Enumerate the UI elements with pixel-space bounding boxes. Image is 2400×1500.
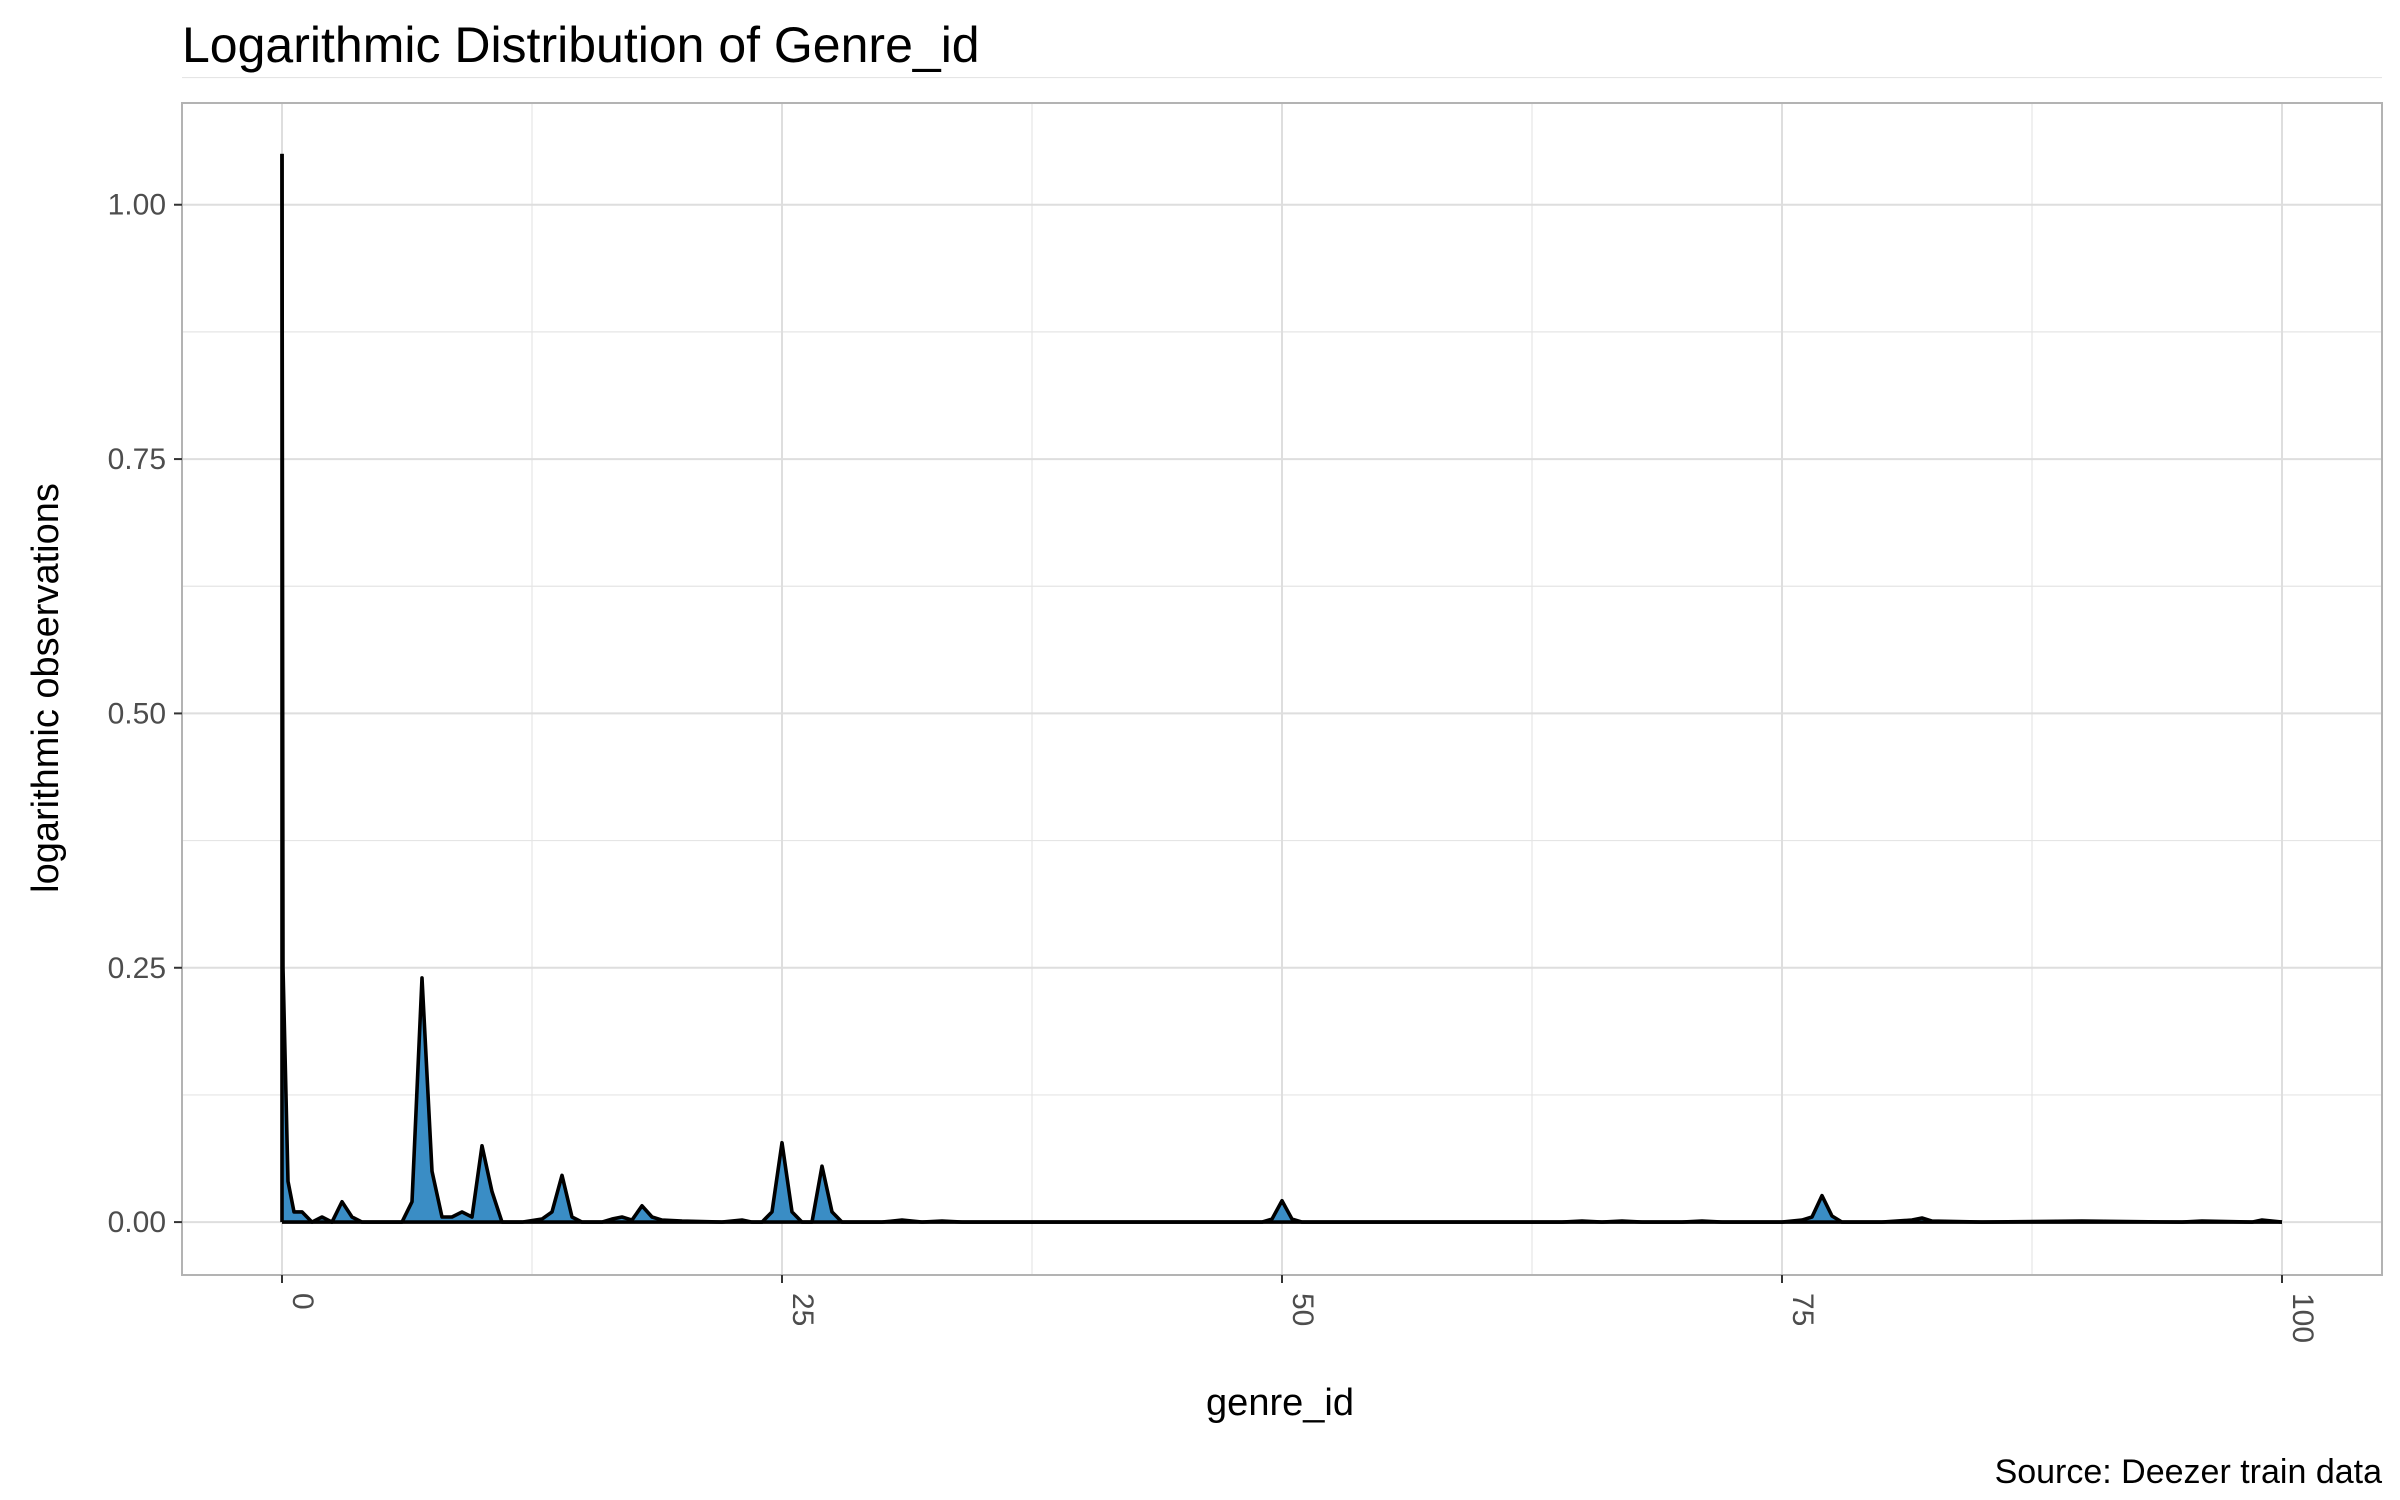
x-tick-label: 0 <box>286 1293 319 1310</box>
data-layer <box>280 153 2283 1224</box>
y-axis: 0.00 0.25 0.50 0.75 1.00 <box>108 189 182 1239</box>
x-tick-label: 100 <box>2286 1293 2319 1343</box>
x-tick-label: 50 <box>1286 1293 1319 1326</box>
y-tick-label: 0.00 <box>108 1206 166 1239</box>
y-tick-label: 0.25 <box>108 952 166 985</box>
y-tick-label: 1.00 <box>108 189 166 222</box>
source-caption: Source: Deezer train data <box>1995 1453 2383 1491</box>
y-tick-label: 0.75 <box>108 443 166 476</box>
y-axis-title: logarithmic observations <box>25 483 67 893</box>
x-tick-label: 75 <box>1786 1293 1819 1326</box>
y-tick-label: 0.50 <box>108 697 166 730</box>
grid <box>182 76 2382 1275</box>
chart-title: Logarithmic Distribution of Genre_id <box>182 17 980 73</box>
density-line <box>280 153 2283 1224</box>
x-axis-title: genre_id <box>1206 1382 1354 1424</box>
x-tick-label: 25 <box>786 1293 819 1326</box>
x-axis: 0 25 50 75 100 <box>281 1275 2319 1343</box>
